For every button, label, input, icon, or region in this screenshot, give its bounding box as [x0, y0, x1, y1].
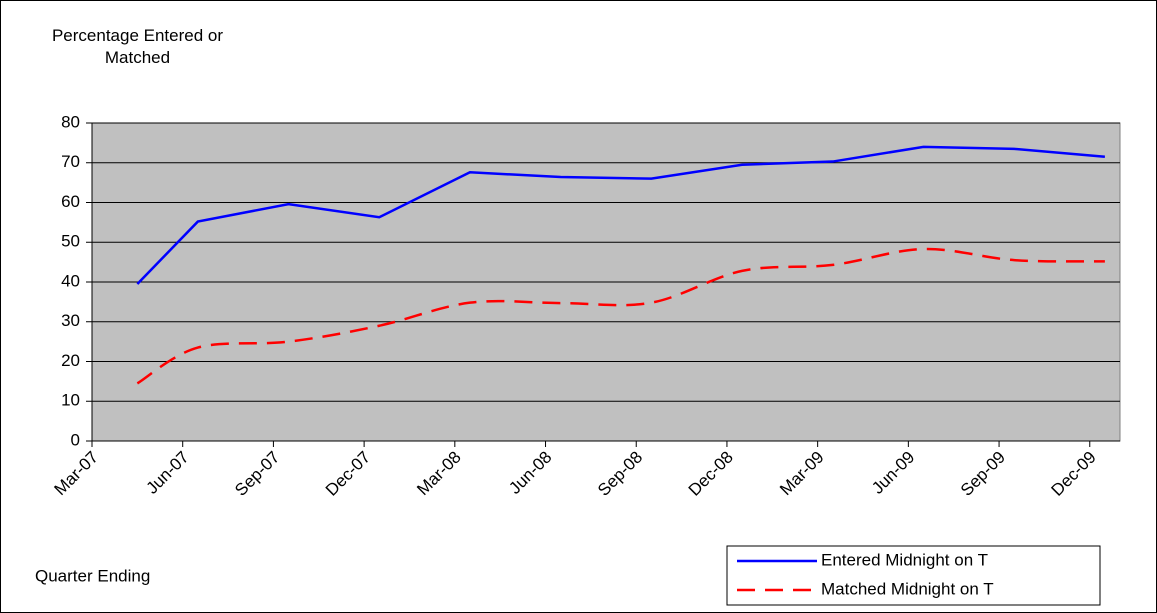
y-tick-label: 80	[61, 112, 80, 131]
legend-label: Entered Midnight on T	[821, 550, 988, 569]
y-tick-label: 20	[61, 351, 80, 370]
series-line	[136, 145, 1105, 285]
y-tick-label: 0	[71, 430, 80, 449]
y-tick-label: 50	[61, 232, 80, 251]
series-line	[136, 247, 1105, 385]
legend-label: Matched Midnight on T	[821, 579, 994, 598]
x-axis-title: Quarter Ending	[35, 566, 150, 585]
y-tick-label: 30	[61, 311, 80, 330]
y-tick-label: 60	[61, 192, 80, 211]
y-axis-title: Percentage Entered or Matched	[51, 26, 224, 67]
y-tick-label: 10	[61, 391, 80, 410]
y-tick-label: 70	[61, 152, 80, 171]
legend-box	[726, 545, 1101, 606]
y-tick-label: 40	[61, 271, 80, 290]
